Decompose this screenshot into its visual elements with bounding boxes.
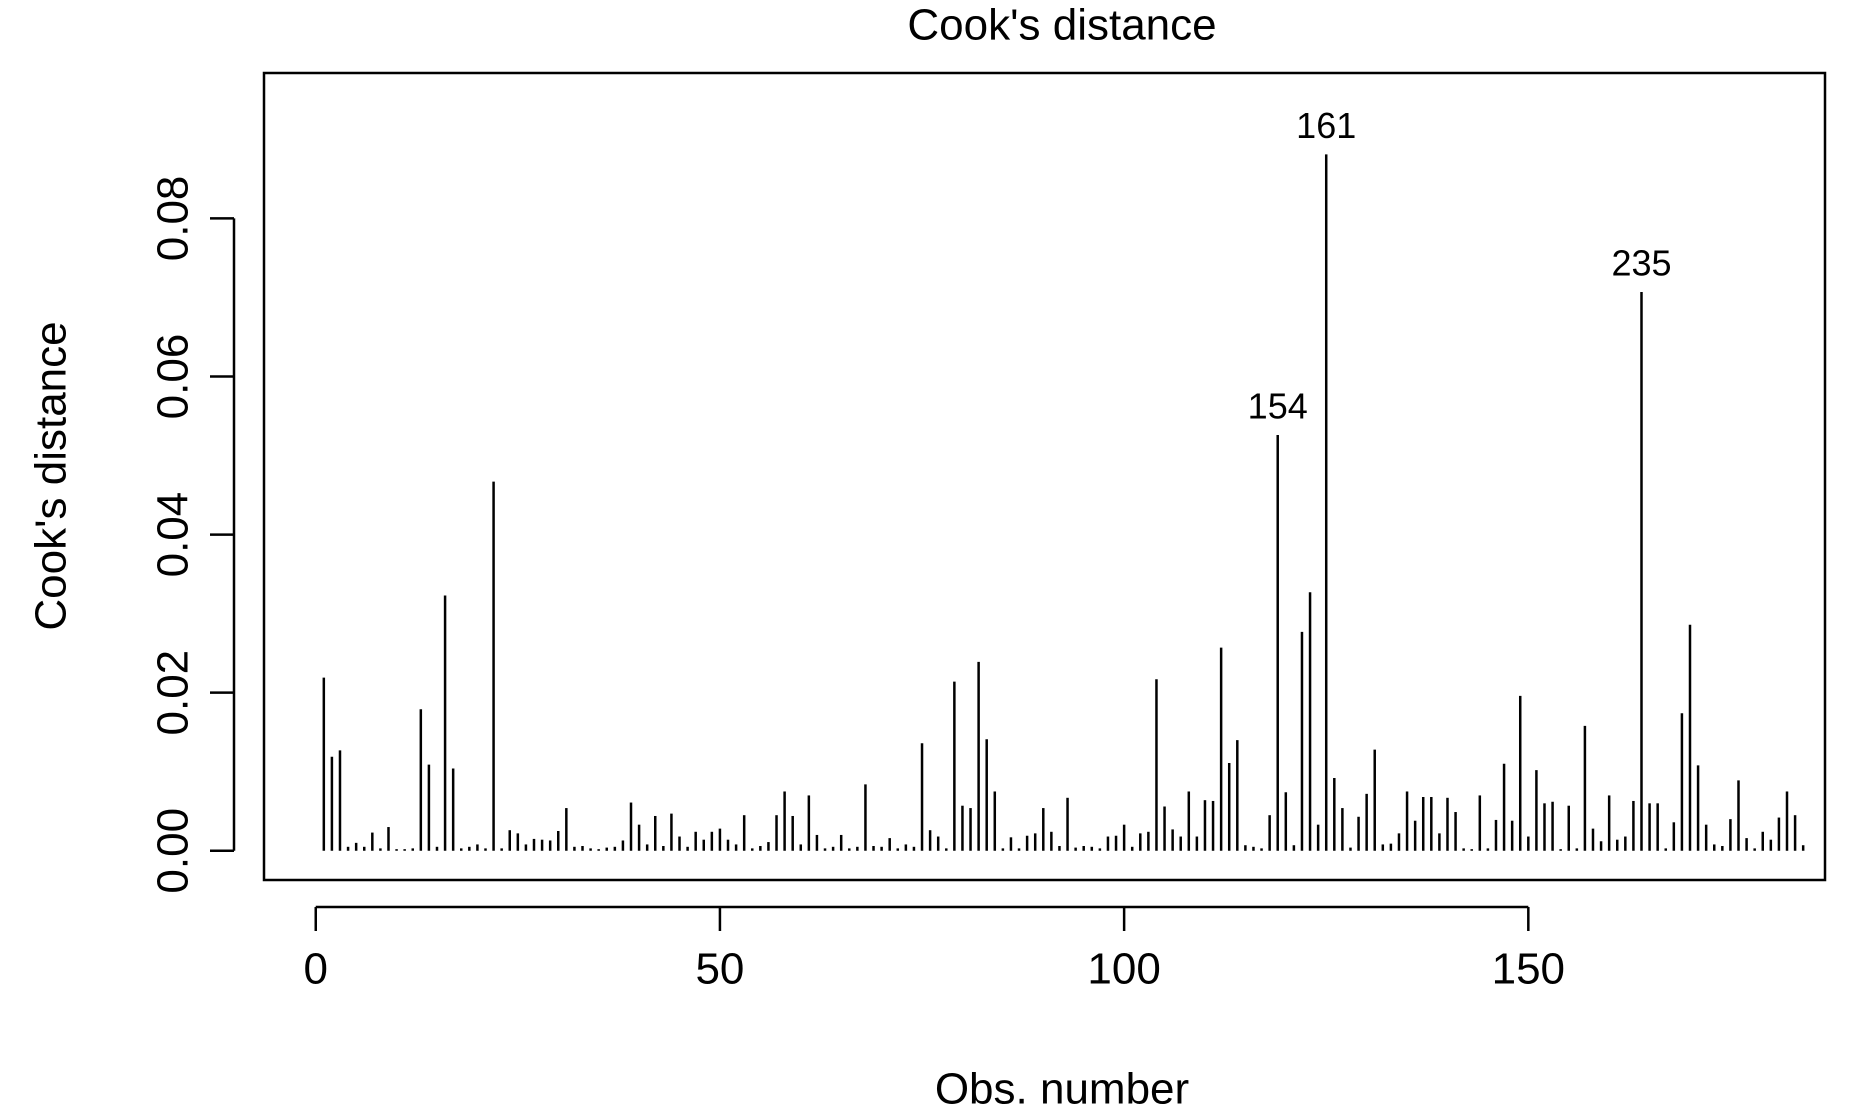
y-tick-label: 0.00 [149,808,198,894]
point-label: 154 [1248,386,1308,427]
point-label: 161 [1296,105,1356,146]
y-tick-label: 0.04 [149,492,198,578]
y-tick-label: 0.06 [149,334,198,420]
x-axis-label: Obs. number [935,1065,1189,1110]
chart-title: Cook's distance [907,1,1216,50]
x-tick-label: 0 [303,945,327,994]
plot-frame [262,71,1827,882]
y-axis-label: Cook's distance [27,321,76,630]
y-tick-label: 0.08 [149,176,198,262]
x-tick-label: 150 [1492,945,1565,994]
x-tick-label: 50 [695,945,744,994]
y-tick-label: 0.02 [149,650,198,736]
x-tick-label: 100 [1087,945,1160,994]
point-label: 235 [1611,242,1671,283]
